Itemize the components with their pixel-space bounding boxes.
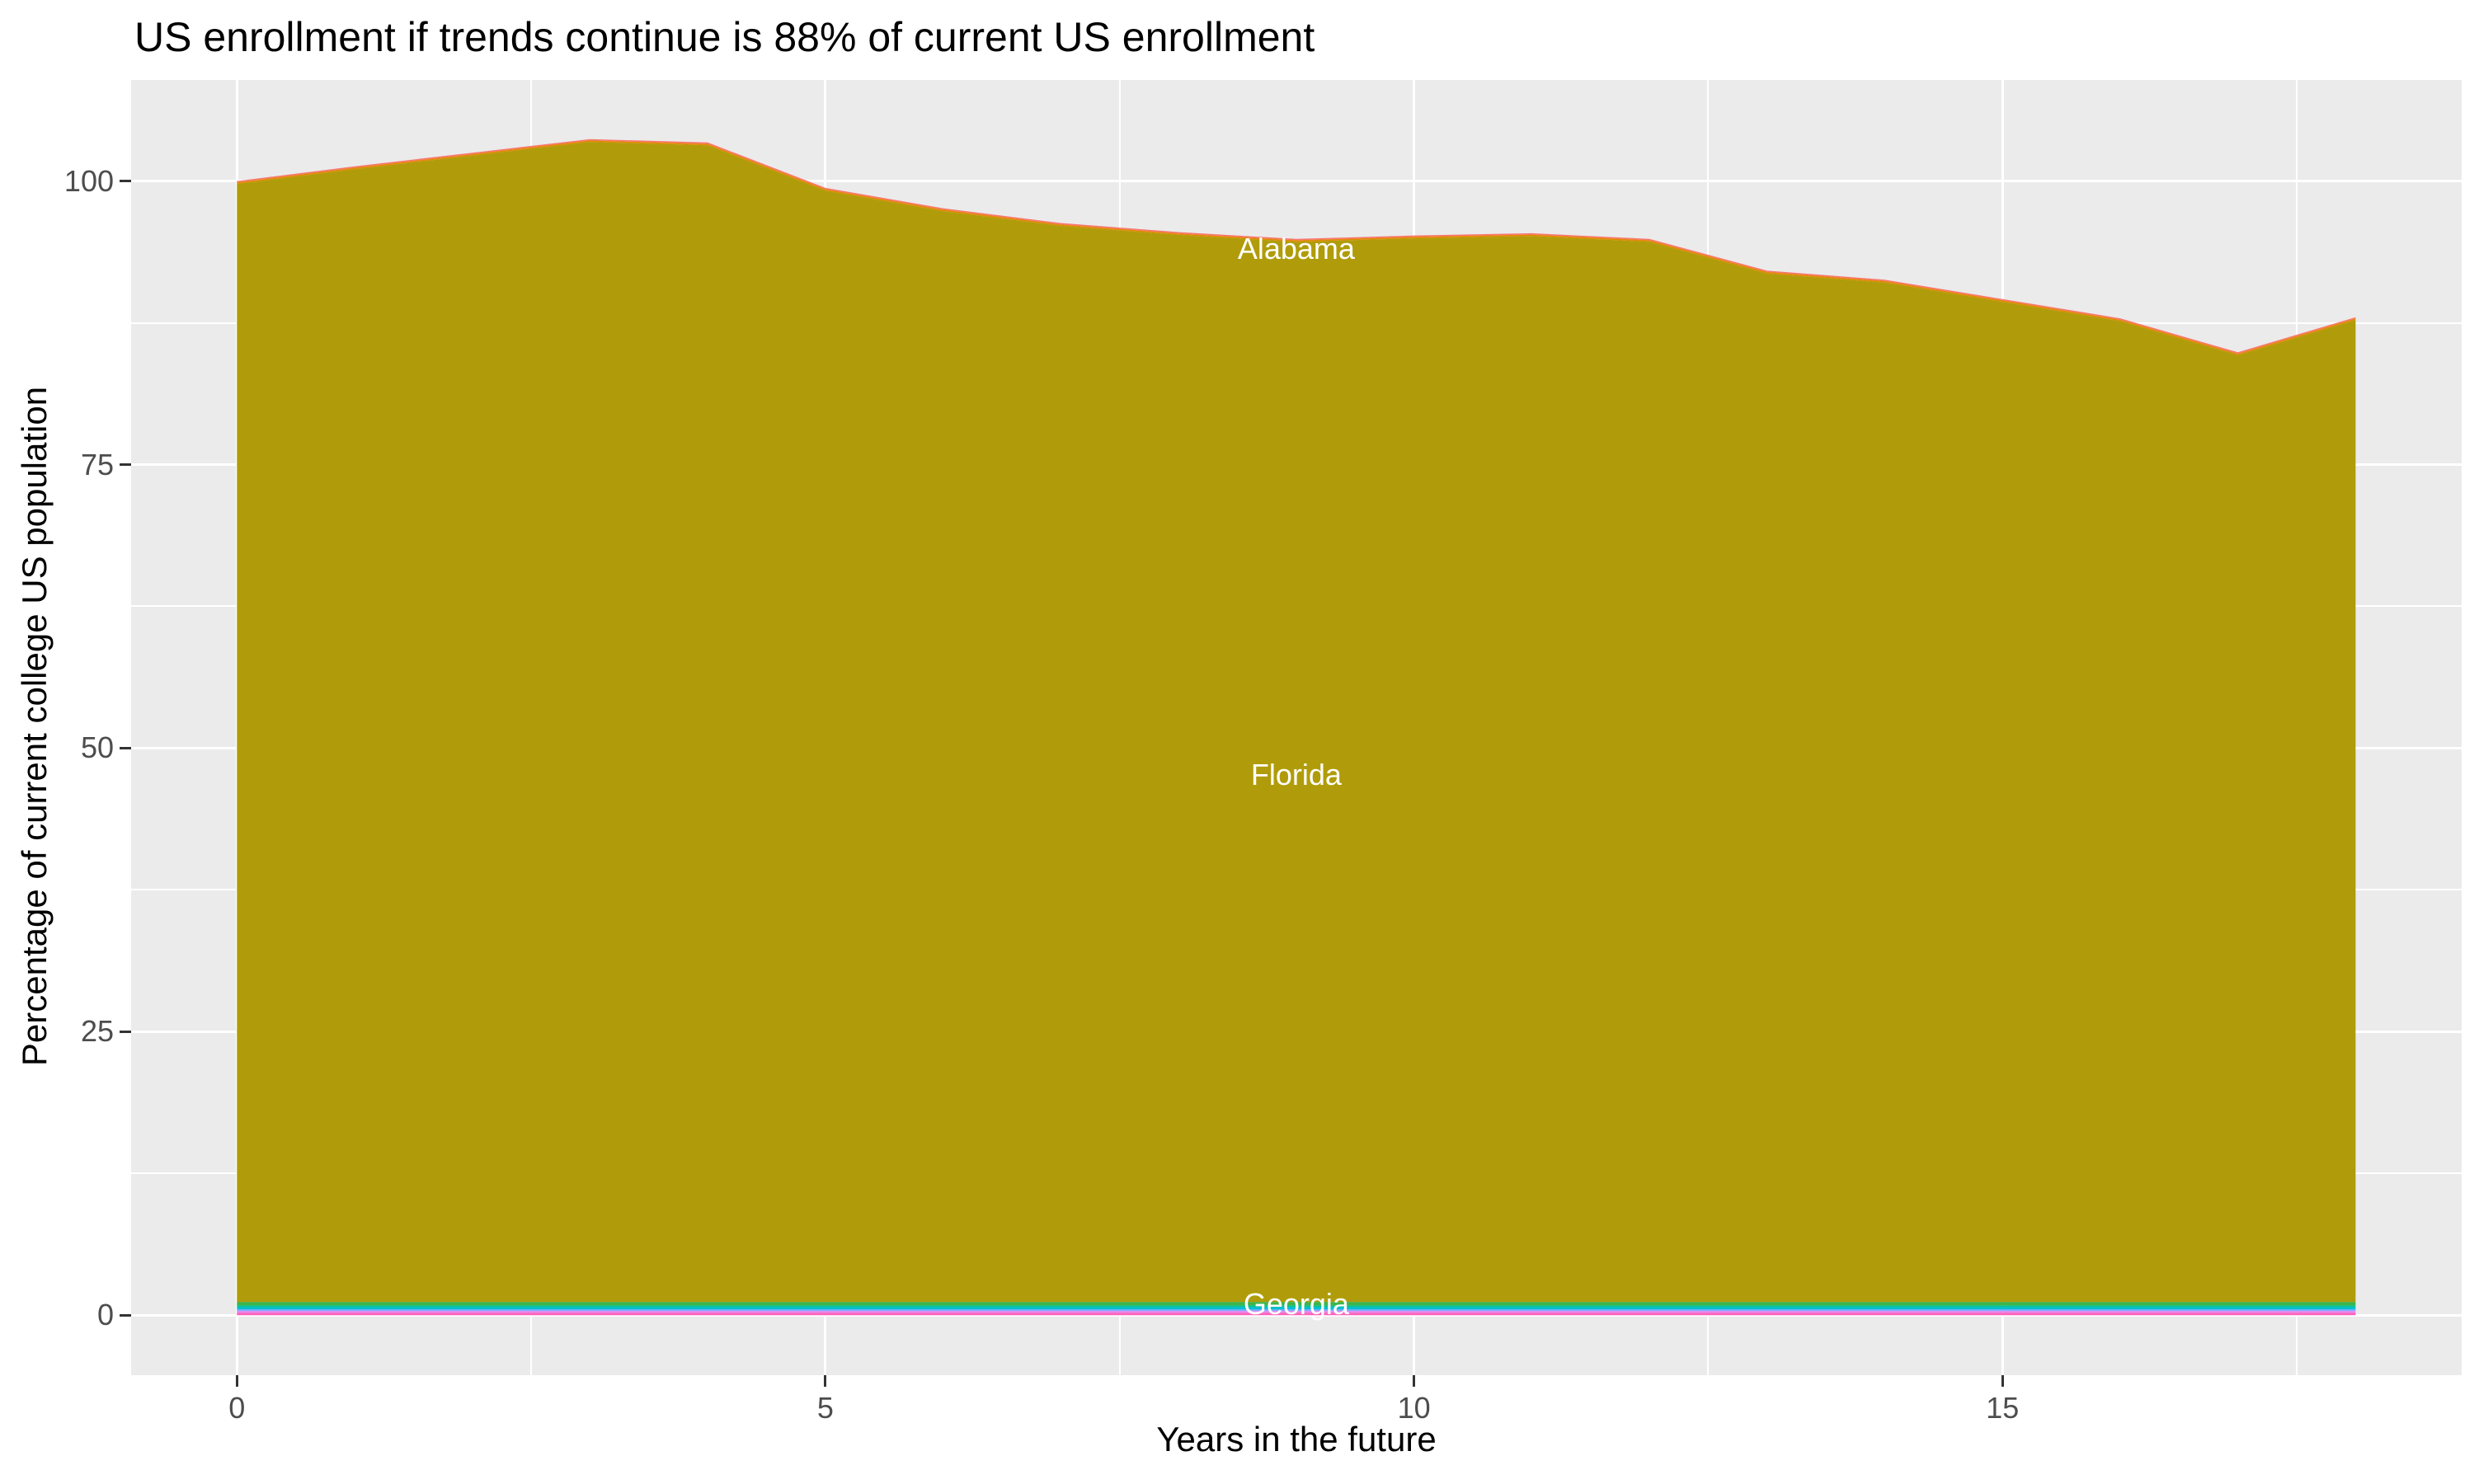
area-florida bbox=[237, 142, 2356, 1303]
y-axis-title: Percentage of current college US populat… bbox=[15, 386, 54, 1067]
state-label-alabama: Alabama bbox=[1237, 232, 1355, 266]
y-tick-mark bbox=[120, 1030, 131, 1033]
state-label-florida: Florida bbox=[1250, 758, 1342, 792]
y-tick-mark bbox=[120, 463, 131, 467]
x-tick-mark bbox=[824, 1375, 827, 1387]
y-tick-label: 50 bbox=[80, 730, 114, 765]
y-tick-label: 25 bbox=[80, 1014, 114, 1049]
plot-title: US enrollment if trends continue is 88% … bbox=[134, 14, 1315, 60]
v-gridline bbox=[235, 80, 238, 1375]
y-tick-label: 100 bbox=[63, 163, 114, 198]
area-state-band-magenta bbox=[237, 1313, 2356, 1316]
y-tick-label: 75 bbox=[80, 447, 114, 481]
area-georgia bbox=[237, 1302, 2356, 1306]
x-tick-label: 0 bbox=[228, 1391, 246, 1425]
x-tick-mark bbox=[1413, 1375, 1416, 1387]
x-tick-label: 15 bbox=[1986, 1391, 2020, 1425]
x-tick-mark bbox=[2001, 1375, 2004, 1387]
y-tick-mark bbox=[120, 1313, 131, 1317]
stacked-areas bbox=[237, 139, 2356, 1316]
x-tick-label: 10 bbox=[1397, 1391, 1431, 1425]
h-gridline bbox=[131, 180, 2462, 183]
x-axis-title: Years in the future bbox=[1156, 1420, 1437, 1458]
y-tick-mark bbox=[120, 746, 131, 749]
x-tick-mark bbox=[235, 1375, 238, 1387]
plot-panel: Alabama Florida Georgia bbox=[131, 80, 2462, 1375]
area-state-band-blue bbox=[237, 1309, 2356, 1311]
x-tick-label: 5 bbox=[816, 1391, 834, 1425]
y-tick-mark bbox=[120, 180, 131, 183]
y-tick-label: 0 bbox=[96, 1298, 114, 1332]
state-label-georgia: Georgia bbox=[1243, 1287, 1349, 1322]
area-state-band-violet bbox=[237, 1310, 2356, 1313]
area-state-band-cyan bbox=[237, 1307, 2356, 1310]
area-state-band-teal bbox=[237, 1305, 2356, 1308]
